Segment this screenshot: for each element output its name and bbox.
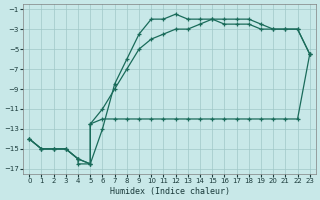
X-axis label: Humidex (Indice chaleur): Humidex (Indice chaleur): [109, 187, 229, 196]
